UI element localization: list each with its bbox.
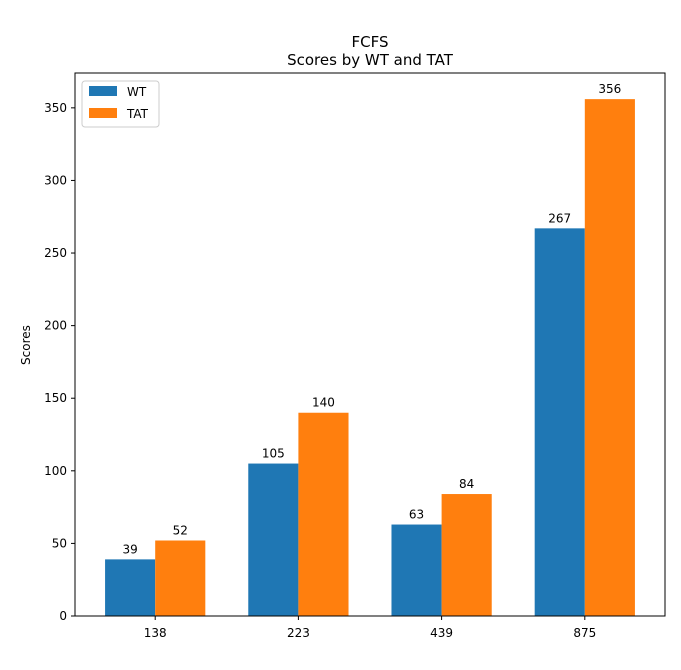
plot-frame — [74, 72, 666, 617]
y-tick-label: 200 — [44, 319, 67, 333]
y-tick-label: 50 — [52, 536, 67, 550]
bar-value-label-tat-875: 356 — [598, 82, 621, 96]
legend-label-wt: WT — [127, 85, 147, 99]
y-tick-label: 100 — [44, 464, 67, 478]
bar-wt-439 — [391, 524, 442, 616]
bar-labels-group: 39 105 63 267 52 140 84 356 — [122, 82, 621, 556]
y-axis-ticks: 0 50 100 150 200 250 300 350 — [44, 101, 75, 623]
bar-tat-223 — [298, 412, 349, 616]
bar-value-label-wt-439: 63 — [409, 508, 424, 522]
bar-value-label-wt-223: 105 — [262, 447, 285, 461]
x-tick-label: 875 — [573, 626, 596, 640]
bar-value-label-tat-138: 52 — [173, 524, 188, 538]
x-tick-label: 223 — [287, 626, 310, 640]
legend-label-tat: TAT — [126, 107, 149, 121]
bar-tat-875 — [584, 99, 635, 617]
bar-wt-223 — [248, 463, 299, 616]
y-tick-label: 150 — [44, 391, 67, 405]
y-tick-label: 0 — [59, 609, 67, 623]
bar-value-label-tat-223: 140 — [312, 396, 335, 410]
chart-title: FCFS — [352, 33, 389, 51]
bar-value-label-wt-875: 267 — [548, 211, 571, 225]
legend: WT TAT — [81, 80, 160, 128]
bar-wt-875 — [534, 228, 585, 616]
y-tick-label: 300 — [44, 173, 67, 187]
bar-tat-439 — [441, 494, 492, 616]
bar-tat-138 — [155, 540, 206, 616]
x-tick-label: 138 — [144, 626, 167, 640]
y-axis-label: Scores — [19, 325, 33, 365]
bar-value-label-tat-439: 84 — [459, 477, 474, 491]
y-tick-label: 250 — [44, 246, 67, 260]
bars-group — [105, 99, 635, 617]
legend-swatch-tat — [89, 108, 117, 118]
chart-subtitle: Scores by WT and TAT — [287, 51, 454, 69]
y-tick-label: 350 — [44, 101, 67, 115]
bar-wt-138 — [105, 559, 156, 616]
bar-value-label-wt-138: 39 — [122, 542, 137, 556]
legend-swatch-wt — [89, 86, 117, 96]
x-axis-ticks: 138 223 439 875 — [144, 616, 596, 640]
x-tick-label: 439 — [430, 626, 453, 640]
